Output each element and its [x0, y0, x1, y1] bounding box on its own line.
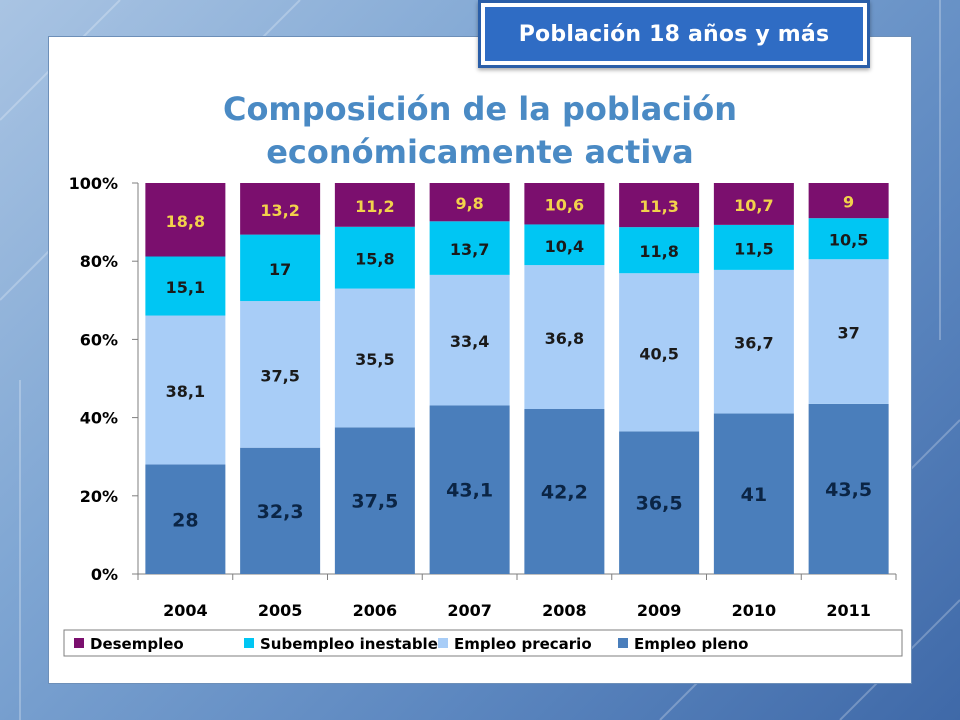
legend-swatch: [438, 638, 448, 648]
data-label: 35,5: [355, 350, 394, 369]
population-badge: Población 18 años y más: [478, 0, 870, 68]
legend-swatch: [618, 638, 628, 648]
legend-label: Empleo pleno: [634, 635, 749, 653]
bar-segment: [145, 315, 226, 465]
bar-segment: [619, 273, 700, 432]
chart-title-line-2: económicamente activa: [266, 133, 694, 171]
legend-label: Empleo precario: [454, 635, 592, 653]
y-tick-label: 60%: [80, 330, 118, 349]
data-label: 32,3: [257, 501, 304, 523]
y-tick-label: 100%: [69, 174, 118, 193]
data-label: 36,7: [734, 334, 773, 353]
data-label: 11,8: [639, 242, 678, 261]
data-label: 41: [741, 484, 767, 506]
bar-segment: [334, 226, 415, 289]
bar-segment: [145, 256, 226, 316]
bar-segment: [619, 431, 700, 574]
data-label: 38,1: [166, 382, 205, 401]
x-tick-label: 2009: [637, 601, 682, 620]
data-label: 37,5: [260, 366, 299, 385]
data-label: 11,5: [734, 239, 773, 258]
bar-segment: [713, 183, 794, 225]
bar-segment: [524, 408, 605, 574]
x-tick-label: 2005: [258, 601, 303, 620]
bar-segment: [240, 301, 321, 448]
x-tick-label: 2007: [447, 601, 492, 620]
bar-segment: [524, 183, 605, 225]
data-label: 18,8: [166, 212, 205, 231]
data-label: 37,5: [351, 491, 398, 513]
bar-segment: [334, 427, 415, 574]
bar-segment: [240, 234, 321, 302]
data-label: 10,5: [829, 231, 868, 250]
bar-segment: [524, 224, 605, 266]
legend-swatch: [74, 638, 84, 648]
data-label: 11,2: [355, 197, 394, 216]
data-label: 13,2: [260, 201, 299, 220]
chart-title-line-1: Composición de la población: [222, 90, 738, 128]
data-label: 37: [837, 324, 859, 343]
data-label: 11,3: [639, 197, 678, 216]
data-label: 9: [843, 193, 854, 212]
bar-segment: [429, 183, 510, 222]
y-tick-label: 20%: [80, 487, 118, 506]
data-label: 43,5: [825, 479, 872, 501]
bar-segment: [713, 224, 794, 270]
bar-segment: [145, 183, 226, 257]
x-tick-label: 2011: [826, 601, 871, 620]
bar-segment: [808, 183, 889, 219]
x-tick-label: 2010: [732, 601, 777, 620]
data-label: 36,5: [636, 493, 683, 515]
legend-label: Desempleo: [90, 635, 184, 653]
bar-segment: [334, 288, 415, 428]
y-tick-label: 40%: [80, 409, 118, 428]
bar-segment: [429, 221, 510, 275]
badge-label: Población 18 años y más: [485, 7, 863, 61]
bar-segment: [808, 259, 889, 404]
bar-segment: [808, 403, 889, 574]
bar-segment: [429, 405, 510, 574]
legend-label: Subempleo inestable: [260, 635, 438, 653]
data-label: 17: [269, 260, 291, 279]
bar-segment: [429, 274, 510, 406]
data-label: 10,7: [734, 196, 773, 215]
data-label: 28: [172, 509, 198, 531]
legend-box: [63, 629, 903, 657]
bar-segment: [619, 227, 700, 274]
data-label: 10,4: [545, 237, 584, 256]
data-label: 15,1: [166, 278, 205, 297]
legend-swatch: [244, 638, 254, 648]
x-tick-label: 2004: [163, 601, 208, 620]
chart-title: Composición de la población económicamen…: [160, 88, 800, 174]
bar-segment: [334, 183, 415, 227]
y-tick-label: 0%: [91, 565, 118, 584]
data-label: 36,8: [545, 329, 584, 348]
data-label: 9,8: [455, 194, 483, 213]
bar-segment: [240, 447, 321, 574]
bar-segment: [619, 183, 700, 228]
data-label: 13,7: [450, 240, 489, 259]
bar-segment: [524, 265, 605, 409]
data-label: 15,8: [355, 250, 394, 269]
data-label: 10,6: [545, 196, 584, 215]
x-tick-label: 2006: [353, 601, 398, 620]
bar-segment: [808, 218, 889, 260]
y-tick-label: 80%: [80, 252, 118, 271]
data-label: 43,1: [446, 480, 493, 502]
data-label: 33,4: [450, 332, 489, 351]
bar-segment: [145, 464, 226, 574]
data-label: 40,5: [639, 344, 678, 363]
x-tick-label: 2008: [542, 601, 587, 620]
bar-segment: [240, 183, 321, 235]
bar-segment: [713, 413, 794, 574]
data-label: 42,2: [541, 481, 588, 503]
bar-segment: [713, 269, 794, 414]
